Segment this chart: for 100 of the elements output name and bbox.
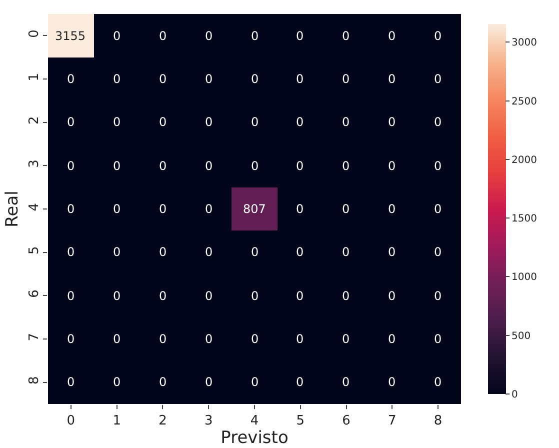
data-label: 0	[434, 29, 442, 43]
color-bar-label: 500	[512, 330, 531, 342]
data-label: 0	[296, 115, 304, 129]
data-label: 0	[434, 289, 442, 303]
y-tick-label: 7	[26, 332, 42, 342]
data-label: 0	[388, 202, 396, 216]
x-tick-label: 6	[342, 414, 350, 429]
color-bar-label: 2500	[512, 96, 537, 108]
data-label: 0	[388, 289, 396, 303]
data-label: 0	[113, 72, 121, 86]
data-label: 0	[159, 289, 167, 303]
data-label: 0	[159, 202, 167, 216]
data-label: 0	[296, 29, 304, 43]
data-label: 0	[388, 29, 396, 43]
data-label: 0	[342, 375, 350, 389]
color-bar-label: 1500	[512, 214, 537, 225]
x-tick-label: 2	[158, 414, 167, 429]
data-label: 0	[159, 159, 167, 173]
data-label: 3155	[55, 29, 86, 43]
data-label: 0	[205, 29, 213, 43]
data-label: 0	[159, 29, 167, 43]
data-label: 0	[296, 202, 304, 216]
x-tick-label: 3	[204, 414, 213, 429]
data-label: 0	[159, 332, 167, 346]
data-label: 0	[434, 72, 442, 86]
data-label: 0	[296, 245, 304, 259]
x-tick-label: 1	[112, 414, 121, 429]
data-label: 0	[159, 72, 167, 86]
data-label: 0	[205, 72, 213, 86]
data-label: 0	[434, 202, 442, 216]
data-label: 0	[434, 332, 442, 346]
data-label: 0	[434, 115, 442, 129]
data-label: 0	[296, 159, 304, 173]
data-label: 0	[205, 115, 213, 129]
y-axis-title: Real	[2, 190, 22, 228]
x-tick-label: 4	[250, 414, 259, 429]
data-label: 0	[388, 245, 396, 259]
data-label: 0	[251, 332, 259, 346]
color-bar-label: 0	[512, 390, 518, 400]
data-label: 0	[296, 72, 304, 86]
data-label: 0	[67, 159, 75, 173]
data-label: 0	[296, 375, 304, 389]
data-label: 0	[67, 375, 75, 389]
x-tick-label: 0	[66, 414, 76, 429]
data-label: 0	[434, 375, 442, 389]
x-axis-title: Previsto	[220, 428, 288, 448]
data-label: 0	[342, 202, 350, 216]
y-tick-label: 8	[26, 376, 42, 385]
data-label: 0	[388, 375, 396, 389]
data-label: 0	[113, 289, 121, 303]
data-label: 0	[113, 245, 121, 259]
data-label: 0	[342, 245, 350, 259]
y-tick-label: 4	[26, 202, 42, 212]
data-label: 0	[67, 115, 75, 129]
data-label: 0	[113, 332, 121, 346]
data-label: 0	[388, 159, 396, 173]
data-label: 0	[342, 159, 350, 173]
data-label: 0	[113, 202, 121, 216]
data-label: 0	[342, 72, 350, 86]
data-label: 807	[243, 202, 266, 216]
data-label: 0	[159, 115, 167, 129]
color-bar-label: 1000	[512, 272, 537, 284]
data-label: 0	[434, 245, 442, 259]
data-label: 0	[113, 375, 121, 389]
data-label: 0	[113, 115, 121, 129]
y-tick-label: 3	[26, 160, 42, 168]
data-label: 0	[251, 115, 259, 129]
data-label: 0	[205, 289, 213, 303]
color-bar-label: 2000	[512, 154, 537, 166]
data-label: 0	[251, 375, 259, 389]
y-tick-label: 1	[26, 72, 42, 82]
x-tick-label: 7	[388, 414, 396, 429]
data-label: 0	[205, 245, 213, 259]
y-tick-label: 5	[26, 246, 42, 255]
data-label: 0	[434, 159, 442, 173]
data-label: 0	[205, 202, 213, 216]
y-tick-label: 2	[26, 116, 42, 125]
y-tick-label: 6	[26, 290, 42, 298]
data-label: 0	[205, 159, 213, 173]
y-tick-label: 0	[26, 30, 42, 38]
data-label: 0	[342, 289, 350, 303]
data-label: 0	[67, 202, 75, 216]
data-label: 0	[388, 115, 396, 129]
data-label: 0	[296, 332, 304, 346]
data-label: 0	[251, 245, 259, 259]
data-label: 0	[205, 332, 213, 346]
data-label: 0	[296, 289, 304, 303]
data-label: 0	[251, 29, 259, 43]
data-label: 0	[159, 245, 167, 259]
data-label: 0	[67, 289, 75, 303]
data-label: 0	[113, 159, 121, 173]
data-label: 0	[342, 115, 350, 129]
data-label: 0	[251, 72, 259, 86]
data-label: 0	[113, 29, 121, 43]
data-label: 0	[342, 29, 350, 43]
data-label: 0	[67, 332, 75, 346]
x-tick-label: 8	[434, 414, 442, 429]
data-label: 0	[251, 289, 259, 303]
data-label: 0	[251, 159, 259, 173]
data-label: 0	[67, 245, 75, 259]
